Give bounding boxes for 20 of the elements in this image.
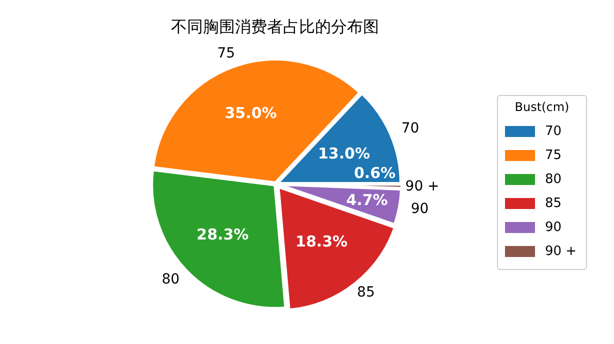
slice-label: 85 xyxy=(357,284,375,301)
slice-label: 90 xyxy=(410,201,429,218)
slice-label: 90 + xyxy=(405,178,440,194)
slice-label: 80 xyxy=(162,272,180,288)
legend-label: 70 xyxy=(545,124,562,138)
legend-label: 90 + xyxy=(545,244,577,258)
data-label: 28.3% xyxy=(196,225,249,244)
legend-label: 85 xyxy=(545,196,562,210)
legend-label: 90 xyxy=(545,220,562,234)
chart-title: 不同胸围消费者占比的分布图 xyxy=(171,17,379,36)
legend-label: 75 xyxy=(545,148,562,162)
slice-label: 70 xyxy=(401,120,420,137)
data-label: 18.3% xyxy=(296,232,348,250)
data-label: 4.7% xyxy=(346,190,388,209)
slice-label: 75 xyxy=(217,46,236,62)
data-label: 13.0% xyxy=(318,144,370,162)
data-label: 35.0% xyxy=(224,104,277,122)
legend-title: Bust(cm) xyxy=(514,100,570,114)
legend-label: 80 xyxy=(545,172,562,186)
data-label: 0.6% xyxy=(354,164,396,182)
